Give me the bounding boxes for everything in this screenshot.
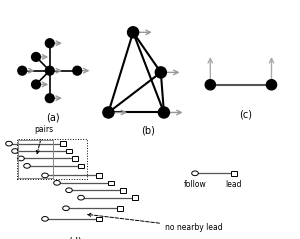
Circle shape bbox=[18, 156, 24, 161]
Bar bbox=[95, 173, 102, 178]
Circle shape bbox=[128, 27, 139, 38]
Circle shape bbox=[205, 80, 215, 90]
Bar bbox=[116, 206, 124, 211]
Bar bbox=[119, 188, 127, 193]
Bar bbox=[131, 195, 138, 200]
Circle shape bbox=[78, 195, 84, 200]
Text: no nearby lead: no nearby lead bbox=[88, 213, 223, 232]
Circle shape bbox=[12, 149, 18, 153]
Circle shape bbox=[45, 94, 54, 103]
Text: follow: follow bbox=[184, 180, 206, 189]
Bar bbox=[16, 139, 87, 179]
Circle shape bbox=[66, 188, 72, 193]
Circle shape bbox=[42, 173, 48, 178]
Bar bbox=[108, 180, 115, 185]
Circle shape bbox=[266, 80, 277, 90]
Text: (b): (b) bbox=[142, 125, 155, 136]
Circle shape bbox=[54, 180, 60, 185]
Circle shape bbox=[155, 67, 167, 78]
Text: (a): (a) bbox=[46, 113, 59, 123]
Bar bbox=[18, 141, 52, 178]
Bar bbox=[230, 171, 238, 176]
Text: (d): (d) bbox=[68, 236, 82, 239]
Circle shape bbox=[45, 39, 54, 48]
Text: (c): (c) bbox=[239, 109, 253, 120]
Bar bbox=[95, 217, 102, 221]
Circle shape bbox=[158, 107, 169, 118]
Bar bbox=[77, 163, 85, 168]
Circle shape bbox=[45, 66, 54, 75]
Circle shape bbox=[18, 66, 27, 75]
Circle shape bbox=[73, 66, 82, 75]
Circle shape bbox=[32, 80, 40, 89]
Text: pairs: pairs bbox=[34, 125, 53, 154]
Circle shape bbox=[103, 107, 114, 118]
Circle shape bbox=[6, 141, 12, 146]
Text: lead: lead bbox=[226, 180, 242, 189]
Bar bbox=[65, 149, 72, 153]
Circle shape bbox=[42, 217, 48, 221]
Circle shape bbox=[24, 163, 30, 168]
Bar bbox=[60, 141, 67, 146]
Circle shape bbox=[63, 206, 69, 211]
Circle shape bbox=[192, 171, 198, 176]
Circle shape bbox=[32, 53, 40, 61]
Bar bbox=[72, 156, 79, 161]
